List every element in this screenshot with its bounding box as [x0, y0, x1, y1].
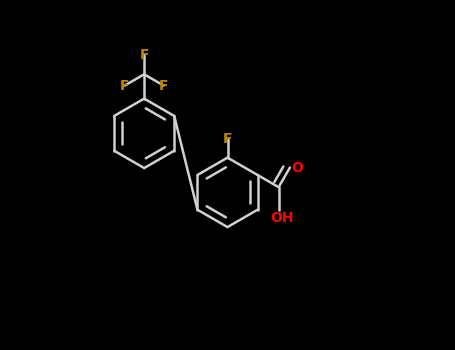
Text: F: F: [223, 132, 232, 146]
Text: F: F: [120, 79, 129, 93]
Text: F: F: [139, 48, 149, 62]
Text: O: O: [292, 161, 303, 175]
Text: F: F: [159, 79, 168, 93]
Text: OH: OH: [270, 211, 294, 225]
